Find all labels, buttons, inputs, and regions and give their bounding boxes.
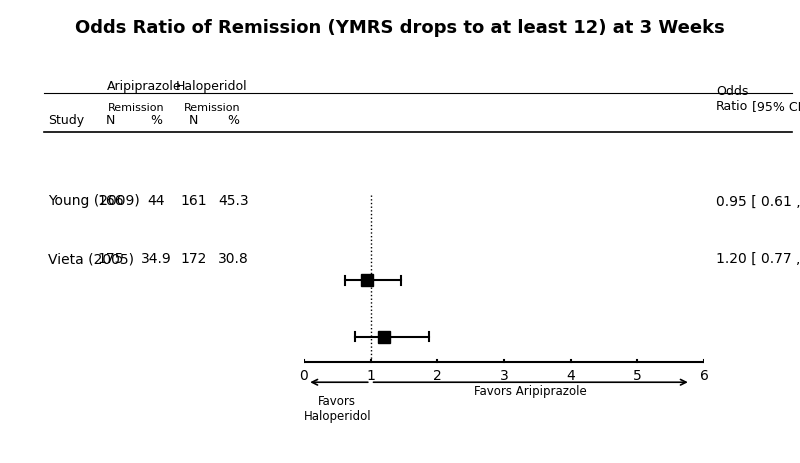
Text: Young (2009): Young (2009)	[48, 194, 140, 208]
Text: 0: 0	[300, 369, 308, 383]
Text: 161: 161	[180, 194, 207, 208]
Text: Remission: Remission	[184, 103, 240, 113]
Text: 3: 3	[500, 369, 508, 383]
Text: 34.9: 34.9	[141, 252, 171, 266]
Text: Odds
Ratio: Odds Ratio	[716, 86, 748, 113]
Text: 5: 5	[633, 369, 642, 383]
Text: Vieta (2005): Vieta (2005)	[48, 252, 134, 266]
Text: Haloperidol: Haloperidol	[176, 80, 248, 93]
Text: 2: 2	[433, 369, 442, 383]
Text: N: N	[189, 114, 198, 127]
Text: 4: 4	[566, 369, 575, 383]
Text: 1: 1	[366, 369, 375, 383]
Text: 30.8: 30.8	[218, 252, 249, 266]
Text: 166: 166	[97, 194, 124, 208]
Text: [95% CI]: [95% CI]	[752, 100, 800, 113]
Text: Favors
Haloperidol: Favors Haloperidol	[303, 394, 371, 423]
Text: 45.3: 45.3	[218, 194, 249, 208]
Text: Study: Study	[48, 114, 84, 127]
Text: 175: 175	[98, 252, 123, 266]
Text: 0.95 [ 0.61 , 1.46 ]: 0.95 [ 0.61 , 1.46 ]	[716, 194, 800, 208]
Text: Favors Aripiprazole: Favors Aripiprazole	[474, 385, 587, 398]
Text: %: %	[227, 114, 240, 127]
Text: 6: 6	[699, 369, 709, 383]
Text: N: N	[106, 114, 115, 127]
Text: Odds Ratio of Remission (YMRS drops to at least 12) at 3 Weeks: Odds Ratio of Remission (YMRS drops to a…	[75, 19, 725, 37]
Text: Aripiprazole: Aripiprazole	[106, 80, 182, 93]
Text: Remission: Remission	[108, 103, 164, 113]
Text: 172: 172	[181, 252, 206, 266]
Text: 1.20 [ 0.77 , 1.88 ]: 1.20 [ 0.77 , 1.88 ]	[716, 252, 800, 266]
Text: 44: 44	[147, 194, 165, 208]
Text: %: %	[150, 114, 162, 127]
